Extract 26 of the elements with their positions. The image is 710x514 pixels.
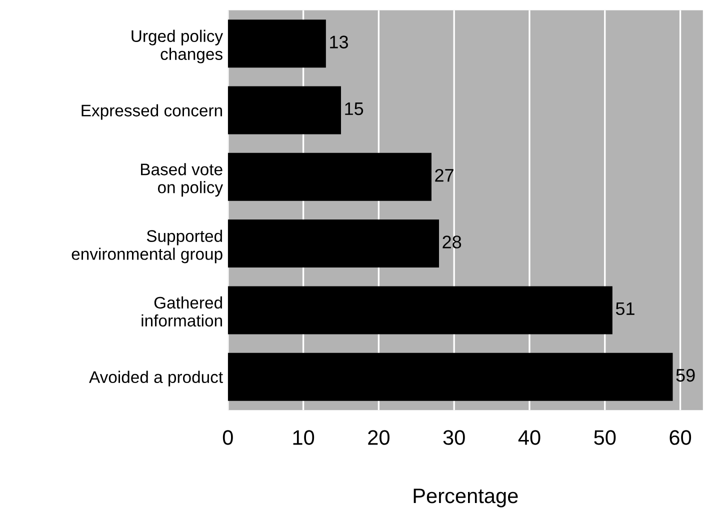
data-label: 15 xyxy=(345,102,364,116)
x-tick-label: 40 xyxy=(518,430,540,445)
data-label: 13 xyxy=(330,36,348,48)
y-tick-label: Based vote on policy xyxy=(141,163,224,197)
bar xyxy=(228,152,432,201)
x-axis-title: Percentage xyxy=(414,488,518,508)
y-tick-label: Urged policy changes xyxy=(132,30,224,64)
data-label: 59 xyxy=(676,368,695,382)
x-tick-label: 20 xyxy=(368,430,390,445)
data-label: 27 xyxy=(435,168,454,182)
bar xyxy=(228,220,440,268)
y-tick-label: Expressed concern xyxy=(82,104,222,120)
bar xyxy=(228,20,326,68)
bar xyxy=(228,86,342,134)
x-tick-label: 50 xyxy=(594,430,616,445)
x-tick-label: 10 xyxy=(293,430,314,445)
x-tick-label: 0 xyxy=(222,430,233,445)
data-label: 28 xyxy=(442,236,462,248)
data-label: 51 xyxy=(616,302,634,316)
y-tick-label: Supported environmental group xyxy=(72,230,222,264)
y-tick-label: Gathered information xyxy=(142,296,222,327)
bar xyxy=(228,352,673,401)
x-tick-label: 60 xyxy=(670,430,692,445)
x-tick-label: 30 xyxy=(443,430,465,445)
y-tick-label: Avoided a product xyxy=(89,370,223,386)
bar xyxy=(228,286,612,334)
